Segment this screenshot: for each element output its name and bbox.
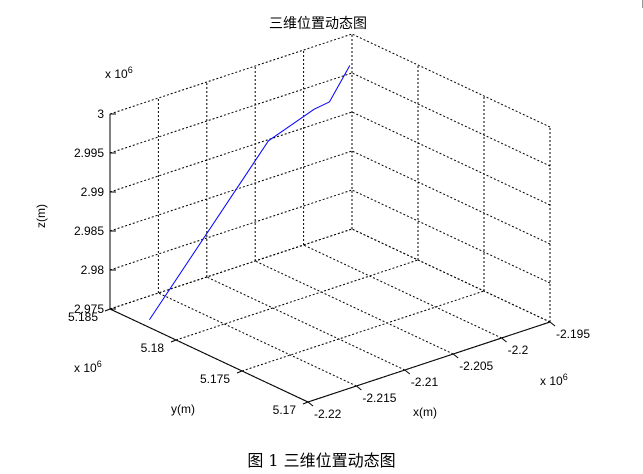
y-axis-multiplier: x 106 [74, 359, 102, 375]
chart-title: 三维位置动态图 [269, 16, 367, 32]
grid-line-floor-x [206, 276, 406, 371]
grid-line-floor-x [254, 260, 454, 355]
x-tick-label: -2.195 [556, 327, 590, 341]
x-tick-mark [501, 337, 507, 343]
x-tick-mark [307, 401, 314, 407]
grid-line-side-yz [351, 33, 551, 128]
data-series [149, 65, 351, 321]
x-tick-label: -2.2 [508, 343, 529, 357]
x-tick-label: -2.22 [314, 407, 342, 421]
x-tick-label: -2.215 [362, 391, 396, 405]
x-tick-mark [549, 321, 556, 327]
x-tick-label: -2.21 [411, 375, 439, 389]
x-axis-multiplier: x 106 [540, 372, 568, 388]
y-axis-label: y(m) [171, 402, 195, 416]
y-tick-mark [170, 339, 177, 343]
grid-line-side-yz [351, 228, 551, 323]
grid-line-wall-xz [109, 189, 353, 271]
z-axis-multiplier: x 106 [105, 65, 133, 81]
x-tick-label: -2.205 [459, 359, 493, 373]
figure-caption: 图 1 三维位置动态图 [247, 451, 396, 470]
tick-labels: -2.22 -2.215 -2.21 -2.205 -2.2 -2.195 5.17 5.17… [68, 107, 590, 421]
y-tick-label: 5.17 [273, 403, 297, 417]
grid-line-floor-x [303, 244, 502, 339]
grid-lines [109, 33, 551, 403]
grid-line-side-yz [351, 111, 551, 206]
trajectory-line [149, 65, 351, 321]
x-axis-label: x(m) [413, 405, 437, 419]
z-tick-label: 2.995 [74, 146, 104, 160]
y-tick-label: 5.175 [200, 372, 230, 386]
grid-line-floor-y [175, 259, 419, 341]
grid-line-side-yz [351, 189, 551, 284]
grid-line-wall-xz [109, 150, 353, 232]
z-tick-label: 2.98 [81, 263, 105, 277]
y-tick-mark [104, 308, 111, 312]
grid-line-wall-xz [109, 72, 353, 154]
z-axis-label: z(m) [34, 204, 48, 228]
y-axis-line [109, 308, 309, 403]
grid-line-side-yz [351, 72, 551, 167]
z-tick-label: 2.99 [81, 185, 105, 199]
x-tick-mark [452, 353, 459, 359]
axes [104, 113, 556, 407]
y-tick-label: 5.18 [141, 341, 165, 355]
x-tick-mark [404, 369, 411, 375]
grid-line-floor-x [158, 292, 357, 387]
z-tick-label: 3 [97, 107, 104, 121]
y-tick-label: 5.185 [68, 310, 98, 324]
grid-line-floor-y [241, 290, 485, 372]
y-tick-mark [236, 370, 243, 374]
grid-line-wall-xz [109, 111, 353, 193]
y-tick-mark [302, 401, 309, 405]
z-tick-label: 2.975 [74, 302, 104, 316]
grid-line-wall-xz [109, 33, 353, 115]
z-tick-label: 2.985 [74, 224, 104, 238]
x-tick-mark [356, 385, 362, 391]
grid-line-wall-xz [109, 228, 353, 310]
x-axis-line [307, 321, 551, 403]
grid-line-side-yz [351, 150, 551, 245]
